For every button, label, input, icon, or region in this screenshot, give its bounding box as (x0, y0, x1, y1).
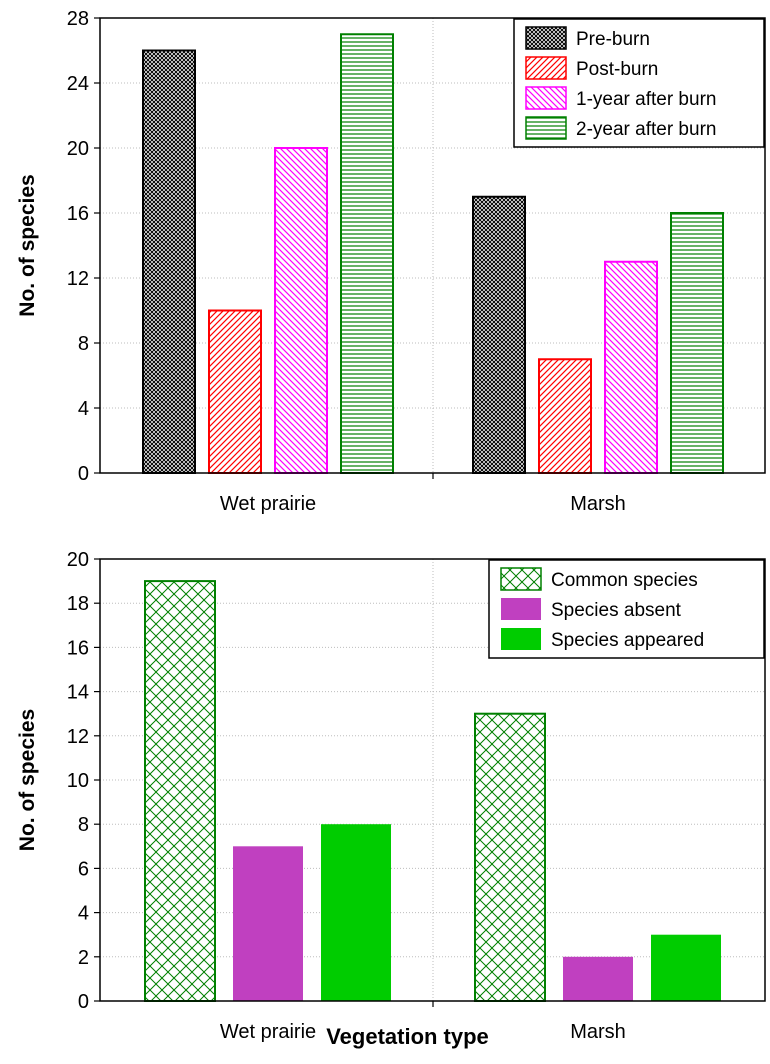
y-tick-label: 12 (67, 726, 89, 748)
legend-swatch-common-species (500, 567, 542, 591)
bar-post-burn-wet-prairie (208, 309, 262, 474)
legend-label-post-burn: Post-burn (576, 59, 658, 80)
legend-swatch-pre-burn (525, 26, 567, 50)
y-tick-label: 16 (67, 203, 89, 225)
bar-2-year-after-burn-wet-prairie (340, 33, 394, 474)
legend-swatch-species-appeared (501, 628, 541, 650)
legend-label-species-appeared: Species appeared (551, 630, 704, 651)
bar-1-year-after-burn-marsh (604, 260, 658, 474)
legend: Common species Species absent Species appe… (488, 559, 765, 659)
x-axis-label: Vegetation type (326, 1024, 489, 1049)
y-tick-label: 18 (67, 593, 89, 615)
y-tick-label: 10 (67, 770, 89, 792)
bar-species-absent-marsh (563, 956, 633, 1001)
bar-species-absent-wet-prairie (233, 846, 303, 1001)
y-tick-label: 0 (78, 463, 89, 485)
legend-swatch-1-year-after-burn (525, 86, 567, 110)
legend-label-1-year-after-burn: 1-year after burn (576, 89, 716, 110)
legend-label-species-absent: Species absent (551, 600, 682, 621)
y-tick-label: 4 (78, 903, 89, 925)
y-tick-label: 0 (78, 991, 89, 1013)
bar-pre-burn-marsh (472, 195, 526, 474)
legend-label-common-species: Common species (551, 570, 698, 591)
x-tick-label: Wet prairie (220, 1021, 316, 1043)
bar-pre-burn-wet-prairie (142, 49, 196, 474)
y-tick-label: 20 (67, 549, 89, 571)
bar-2-year-after-burn-marsh (670, 212, 724, 474)
legend-swatch-species-absent (501, 598, 541, 620)
y-tick-label: 2 (78, 947, 89, 969)
y-axis-label: No. of species (16, 174, 39, 316)
bar-species-appeared-wet-prairie (321, 824, 391, 1001)
y-tick-label: 24 (67, 73, 89, 95)
y-tick-label: 28 (67, 8, 89, 30)
legend-label-pre-burn: Pre-burn (576, 29, 650, 50)
bar-1-year-after-burn-wet-prairie (274, 147, 328, 474)
legend-swatch-2-year-after-burn (525, 116, 567, 140)
y-axis-label: No. of species (16, 709, 39, 851)
bar-common-species-wet-prairie (144, 580, 216, 1002)
y-tick-label: 14 (67, 682, 89, 704)
bar-post-burn-marsh (538, 358, 592, 474)
y-tick-label: 16 (67, 637, 89, 659)
bar-common-species-marsh (474, 712, 546, 1002)
y-tick-label: 4 (78, 398, 89, 420)
x-tick-label: Marsh (570, 1021, 626, 1043)
y-tick-label: 12 (67, 268, 89, 290)
bottom-bar-chart: 0 2 4 6 8 10 12 14 16 18 20 Wet prairie Marsh No. of … (16, 549, 766, 1049)
bar-species-appeared-marsh (651, 934, 721, 1001)
x-tick-label: Wet prairie (220, 493, 316, 515)
legend-label-2-year-after-burn: 2-year after burn (576, 119, 716, 140)
legend: Pre-burn Post-burn 1-year after burn 2-year… (513, 18, 765, 148)
top-bar-chart: 0 4 8 12 16 20 24 28 Wet prairie Marsh No. of spec… (16, 8, 766, 515)
y-tick-label: 20 (67, 138, 89, 160)
x-tick-label: Marsh (570, 493, 626, 515)
y-tick-label: 8 (78, 814, 89, 836)
y-tick-label: 6 (78, 858, 89, 880)
y-tick-label: 8 (78, 333, 89, 355)
legend-swatch-post-burn (525, 56, 567, 80)
